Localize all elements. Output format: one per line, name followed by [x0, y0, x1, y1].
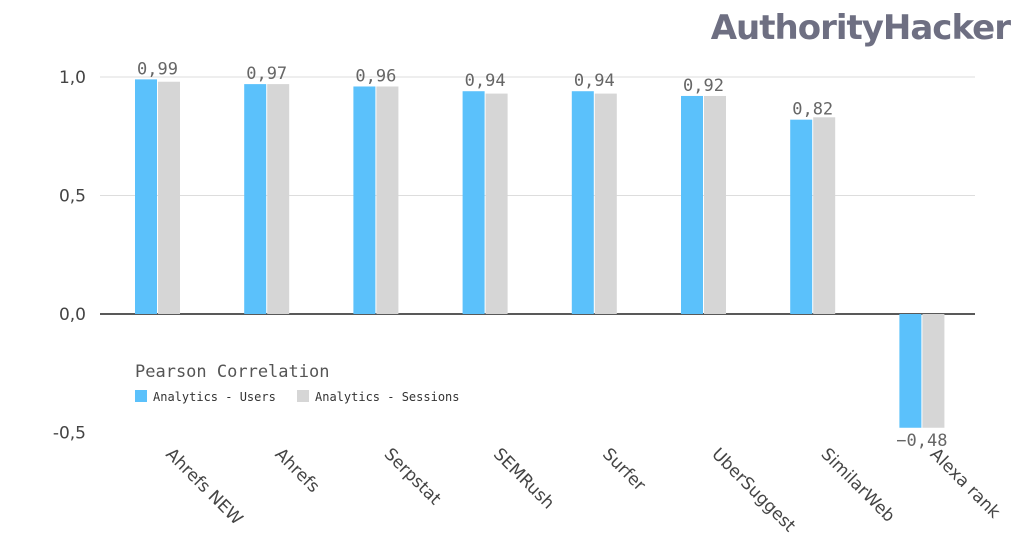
bar-sessions — [485, 93, 508, 314]
legend-label: Analytics - Sessions — [315, 390, 460, 404]
legend-swatch — [297, 390, 309, 402]
gridlines — [100, 76, 975, 315]
x-tick-label: SEMRush — [489, 444, 558, 513]
x-tick-label: SimilarWeb — [817, 444, 899, 526]
data-label: 0,96 — [355, 66, 396, 86]
legend-title: Pearson Correlation — [135, 362, 329, 382]
bar-users — [681, 95, 703, 315]
x-tick-label: Ahrefs — [271, 444, 324, 497]
bar-users — [571, 91, 594, 314]
bar-sessions — [813, 117, 836, 314]
y-tick-label: 1,0 — [59, 68, 86, 88]
x-tick-label: Ahrefs NEW — [161, 444, 246, 529]
data-label: 0,99 — [137, 59, 178, 79]
bar-users — [790, 119, 813, 314]
bar-sessions — [594, 93, 617, 314]
bar-sessions — [376, 86, 399, 314]
y-tick-label: -0,5 — [53, 424, 86, 444]
data-label: 0,97 — [246, 64, 287, 84]
x-tick-label: Surfer — [598, 444, 649, 495]
x-tick-label: Alexa rank — [926, 444, 1004, 522]
data-label: 0,94 — [574, 71, 615, 91]
x-tick-label: Serpstat — [380, 444, 445, 509]
legend: Pearson Correlation Analytics - Users Anal… — [135, 362, 460, 404]
bar-users — [462, 91, 485, 314]
bar-sessions — [267, 84, 290, 314]
brand-logo: AuthorityHacker — [710, 8, 1011, 48]
bar-sessions — [158, 81, 180, 315]
data-label: 0,92 — [683, 76, 724, 96]
y-axis-ticks: 1,0 0,5 0,0 -0,5 — [53, 68, 86, 444]
legend-swatch — [135, 390, 147, 402]
data-label: −0,48 — [896, 431, 947, 451]
bar-users — [353, 86, 376, 314]
bar-users — [244, 84, 267, 314]
y-tick-label: 0,5 — [59, 187, 86, 207]
bar-sessions — [704, 95, 726, 315]
x-tick-label: UberSuggest — [707, 444, 799, 536]
data-labels: 0,99 0,97 0,96 0,94 0,94 0,92 0,82 −0,48 — [137, 59, 947, 450]
data-label: 0,82 — [792, 100, 833, 120]
bar-users — [899, 314, 922, 428]
y-tick-label: 0,0 — [59, 305, 86, 325]
bars — [135, 79, 945, 428]
bar-users — [135, 79, 157, 315]
x-axis-ticks: Ahrefs NEW Ahrefs Serpstat SEMRush Surfer Ube… — [161, 444, 1004, 536]
legend-label: Analytics - Users — [153, 390, 276, 404]
bar-sessions — [922, 314, 945, 428]
data-label: 0,94 — [465, 71, 506, 91]
